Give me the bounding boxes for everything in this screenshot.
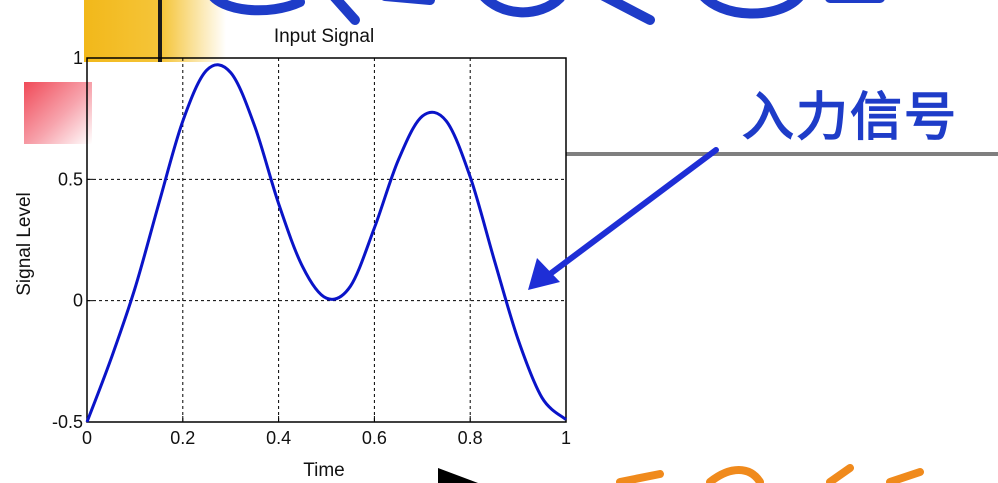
arrowhead-icon bbox=[438, 468, 478, 483]
chart-title: Input Signal bbox=[274, 26, 374, 47]
banner-tick bbox=[158, 0, 162, 62]
ticks: 0 0.2 0.4 0.6 0.8 1-0.500.51 bbox=[52, 48, 571, 448]
connector-line bbox=[566, 152, 998, 156]
plot-frame bbox=[86, 57, 567, 423]
x-tick-label: 0.6 bbox=[362, 428, 387, 448]
grid bbox=[87, 58, 566, 422]
pink-marker bbox=[24, 82, 92, 144]
x-tick-label: 0.4 bbox=[266, 428, 291, 448]
x-tick-label: 0 bbox=[82, 428, 92, 448]
callout-label: 入力信号 bbox=[742, 88, 959, 148]
banner-band bbox=[84, 0, 226, 62]
banner-strokes bbox=[209, 0, 885, 25]
series-line bbox=[85, 63, 568, 423]
orange-strokes bbox=[616, 464, 924, 483]
y-tick-label: 1 bbox=[73, 48, 83, 68]
x-tick-label: 0.8 bbox=[458, 428, 483, 448]
y-axis-label: Signal Level bbox=[14, 192, 35, 296]
x-tick-label: 0.2 bbox=[170, 428, 195, 448]
x-axis-label: Time bbox=[303, 460, 345, 481]
input-signal-chart: Input Signal 0 0.2 0.4 0.6 0.8 1-0.500.51 Tim… bbox=[14, 26, 571, 481]
y-tick-label: -0.5 bbox=[52, 412, 83, 432]
y-tick-label: 0 bbox=[73, 291, 83, 311]
x-tick-label: 1 bbox=[561, 428, 571, 448]
y-tick-label: 0.5 bbox=[58, 169, 83, 189]
